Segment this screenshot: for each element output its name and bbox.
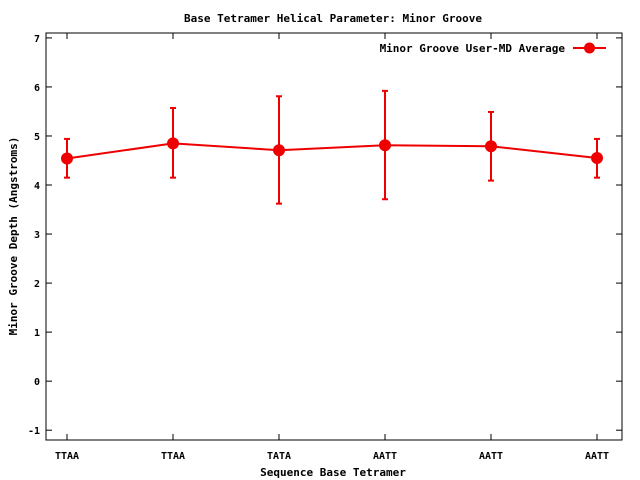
x-tick-label: TATA xyxy=(267,451,291,462)
y-tick-label: 4 xyxy=(34,181,40,192)
data-point xyxy=(591,152,603,165)
x-tick-label: AATT xyxy=(585,451,609,462)
series-line xyxy=(66,142,598,160)
data-point xyxy=(167,137,179,150)
x-tick-label: TTAA xyxy=(55,451,79,462)
x-tick-label: TTAA xyxy=(161,451,185,462)
data-point xyxy=(485,140,497,153)
y-axis-label: Minor Groove Depth (Angstroms) xyxy=(7,137,20,336)
x-tick-label: AATT xyxy=(479,451,503,462)
y-tick-label: 3 xyxy=(34,230,40,241)
chart-title: Base Tetramer Helical Parameter: Minor G… xyxy=(184,12,482,25)
x-tick-label: AATT xyxy=(373,451,397,462)
legend: Minor Groove User-MD Average xyxy=(380,42,606,55)
data-point xyxy=(273,144,285,157)
x-axis: TTAA TTAA TATA AATT AATT AATT xyxy=(55,33,609,462)
y-tick-label: 0 xyxy=(34,377,40,388)
y-tick-label: -1 xyxy=(28,426,40,437)
y-tick-label: 2 xyxy=(34,279,40,290)
legend-marker-swatch xyxy=(584,42,595,54)
plot-frame xyxy=(45,32,623,441)
y-tick-label: 7 xyxy=(34,34,40,45)
x-axis-label: Sequence Base Tetramer xyxy=(260,466,406,479)
data-point xyxy=(61,152,73,165)
legend-label: Minor Groove User-MD Average xyxy=(380,42,566,55)
data-point xyxy=(379,139,391,152)
y-axis: -1 0 1 2 3 4 5 6 7 xyxy=(28,34,622,437)
y-tick-label: 6 xyxy=(34,83,40,94)
y-tick-label: 5 xyxy=(34,132,40,143)
series-layer xyxy=(61,89,603,205)
y-tick-label: 1 xyxy=(34,328,40,339)
